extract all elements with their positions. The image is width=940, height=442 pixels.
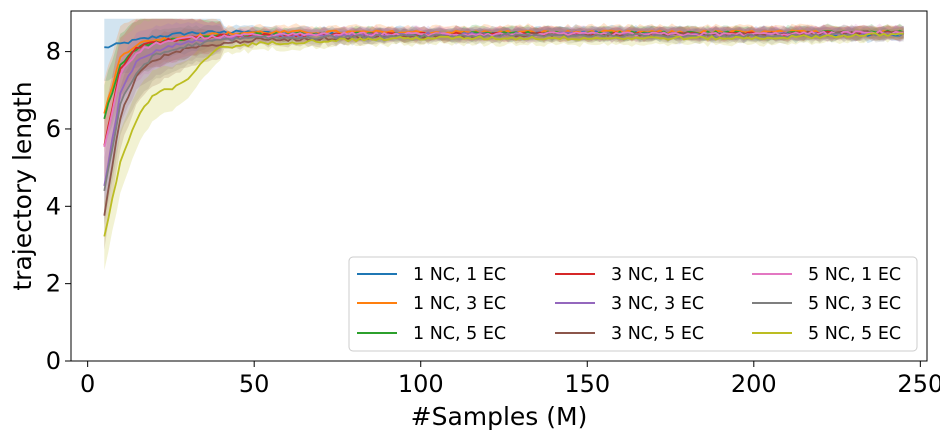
x-tick-label: 150 [564, 370, 610, 398]
plot-frame [70, 10, 928, 362]
legend-entry: 5 NC, 5 EC [808, 324, 901, 344]
series-line [103, 32, 904, 192]
x-tick-label: 250 [897, 370, 940, 398]
y-axis-label: trajectory length [8, 81, 37, 290]
legend-entry: 3 NC, 1 EC [611, 265, 704, 285]
y-tick-label: 6 [46, 115, 61, 143]
legend-entry: 3 NC, 3 EC [611, 294, 704, 314]
series-line [103, 30, 904, 216]
x-tick-label: 200 [731, 370, 777, 398]
confidence-band [104, 24, 904, 225]
x-tick-label: 0 [80, 370, 95, 398]
y-tick-label: 0 [46, 347, 61, 375]
legend-entry: 3 NC, 5 EC [611, 324, 704, 344]
legend-entry: 1 NC, 3 EC [413, 294, 506, 314]
legend: 1 NC, 1 EC 1 NC, 3 EC 1 NC, 5 EC 3 NC, 1 EC… [348, 256, 918, 352]
confidence-bands [104, 18, 904, 271]
legend-entry: 5 NC, 3 EC [808, 294, 901, 314]
x-tick-label: 50 [239, 370, 270, 398]
y-tick-label: 8 [46, 38, 61, 66]
confidence-band [104, 22, 904, 220]
confidence-band [104, 24, 904, 250]
x-tick-label: 100 [398, 370, 444, 398]
y-axis: 0 2 4 6 8 [46, 38, 71, 375]
legend-entry: 1 NC, 5 EC [413, 324, 506, 344]
legend-entry: 1 NC, 1 EC [413, 265, 506, 285]
legend-entry: 5 NC, 1 EC [808, 265, 901, 285]
series-line [103, 31, 905, 187]
y-tick-label: 4 [46, 192, 61, 220]
confidence-band [104, 26, 904, 271]
x-axis: 0 50 100 150 200 250 [80, 361, 940, 398]
x-axis-label: #Samples (M) [411, 402, 588, 431]
y-tick-label: 2 [46, 270, 61, 298]
series-lines [103, 29, 905, 237]
series-line [103, 32, 904, 237]
legend-box [348, 256, 918, 352]
